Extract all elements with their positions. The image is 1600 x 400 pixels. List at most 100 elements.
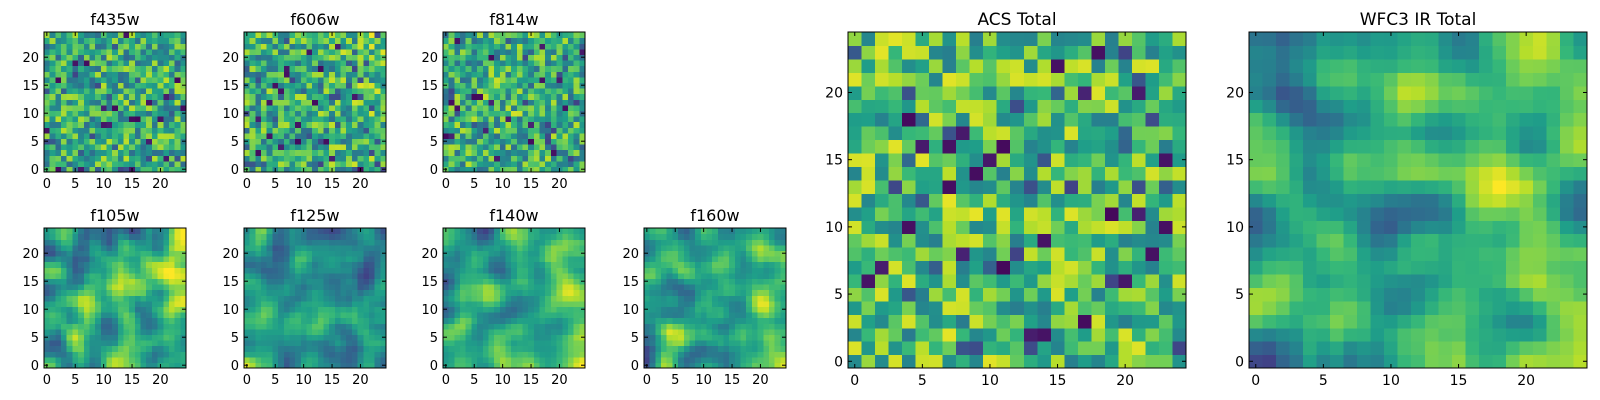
- heatmap-cell: [106, 256, 113, 263]
- heatmap-cell: [168, 144, 176, 151]
- heatmap-cell: [312, 65, 319, 72]
- heatmap-cell: [134, 138, 142, 145]
- heatmap-cell: [477, 37, 484, 44]
- heatmap-cell: [443, 312, 450, 319]
- heatmap-cell: [516, 65, 524, 72]
- heatmap-cell: [689, 328, 696, 335]
- heatmap-cell: [61, 356, 68, 363]
- heatmap-cell: [539, 160, 546, 167]
- heatmap-cell: [295, 272, 302, 279]
- heatmap-cell: [533, 99, 541, 106]
- heatmap-cell: [774, 233, 781, 240]
- heatmap-cell: [49, 362, 56, 369]
- heatmap-cell: [505, 312, 512, 319]
- heatmap-cell: [357, 54, 364, 61]
- heatmap-cell: [123, 250, 130, 257]
- heatmap-cell: [996, 193, 1011, 208]
- heatmap-cell: [539, 284, 546, 291]
- heatmap-cell: [351, 48, 359, 55]
- heatmap-cell: [539, 317, 546, 324]
- heatmap-cell: [55, 239, 62, 246]
- heatmap-cell: [151, 99, 159, 106]
- heatmap-cell: [505, 278, 512, 285]
- heatmap-cell: [266, 340, 273, 347]
- heatmap-cell: [55, 132, 62, 139]
- heatmap-cell: [49, 306, 56, 313]
- heatmap-cell: [106, 93, 113, 100]
- heatmap-cell: [306, 289, 313, 296]
- heatmap-cell: [78, 93, 85, 100]
- heatmap-cell: [95, 93, 102, 100]
- heatmap-cell: [278, 99, 285, 106]
- heatmap-cell: [66, 345, 73, 352]
- heatmap-cell: [249, 334, 256, 341]
- heatmap-cell: [374, 104, 381, 111]
- heatmap-cell: [712, 345, 719, 352]
- heatmap-cell: [460, 138, 467, 145]
- heatmap-cell: [323, 340, 330, 347]
- heatmap-cell: [66, 272, 73, 279]
- heatmap-cell: [768, 362, 776, 369]
- heatmap-cell: [351, 345, 359, 352]
- heatmap-cell: [266, 306, 273, 313]
- heatmap-cell: [300, 323, 308, 330]
- heatmap-cell: [100, 289, 108, 296]
- heatmap-cell: [482, 272, 490, 279]
- heatmap-cell: [528, 267, 535, 274]
- heatmap-cell: [533, 228, 541, 235]
- heatmap-cell: [374, 250, 381, 257]
- heatmap-cell: [528, 149, 535, 156]
- heatmap-cell: [357, 351, 364, 358]
- heatmap-cell: [100, 160, 108, 167]
- heatmap-cell: [363, 149, 370, 156]
- heatmap-cell: [129, 306, 136, 313]
- heatmap-cell: [323, 144, 330, 151]
- heatmap-cell: [117, 43, 125, 50]
- heatmap-cell: [129, 99, 136, 106]
- heatmap-cell: [295, 127, 302, 134]
- heatmap-cell: [151, 82, 159, 89]
- heatmap-cell: [55, 345, 62, 352]
- heatmap-cell: [261, 289, 268, 296]
- heatmap-cell: [1104, 354, 1119, 369]
- heatmap-cell: [323, 317, 330, 324]
- heatmap-cell: [556, 71, 563, 78]
- heatmap-cell: [700, 295, 708, 302]
- heatmap-cell: [357, 48, 364, 55]
- heatmap-cell: [249, 244, 256, 251]
- heatmap-cell: [655, 233, 662, 240]
- heatmap-cell: [317, 82, 325, 89]
- x-tick-label: 5: [671, 373, 679, 388]
- heatmap-cell: [477, 300, 484, 307]
- heatmap-cell: [545, 250, 552, 257]
- heatmap-cell: [112, 138, 119, 145]
- heatmap-cell: [244, 345, 251, 352]
- heatmap-cell: [746, 295, 753, 302]
- heatmap-cell: [644, 295, 651, 302]
- heatmap-cell: [471, 317, 478, 324]
- heatmap-cell: [123, 110, 130, 117]
- heatmap-cell: [306, 88, 313, 95]
- heatmap-cell: [1104, 260, 1119, 275]
- heatmap-cell: [272, 76, 279, 83]
- heatmap-cell: [83, 312, 91, 319]
- heatmap-cell: [505, 43, 512, 50]
- heatmap-cell: [757, 233, 764, 240]
- heatmap-cell: [488, 295, 495, 302]
- heatmap-cell: [888, 300, 903, 315]
- heatmap-cell: [89, 82, 96, 89]
- heatmap-cell: [266, 132, 273, 139]
- heatmap-cell: [751, 250, 759, 257]
- heatmap-cell: [163, 121, 170, 128]
- heatmap-cell: [61, 272, 68, 279]
- heatmap-cell: [129, 155, 136, 162]
- heatmap-cell: [117, 155, 125, 162]
- heatmap-cell: [134, 65, 142, 72]
- heatmap-cell: [134, 362, 142, 369]
- heatmap-cell: [295, 60, 302, 67]
- heatmap-cell: [454, 306, 461, 313]
- heatmap-cell: [244, 328, 251, 335]
- heatmap-cell: [351, 362, 359, 369]
- heatmap-cell: [556, 99, 563, 106]
- heatmap-cell: [323, 88, 330, 95]
